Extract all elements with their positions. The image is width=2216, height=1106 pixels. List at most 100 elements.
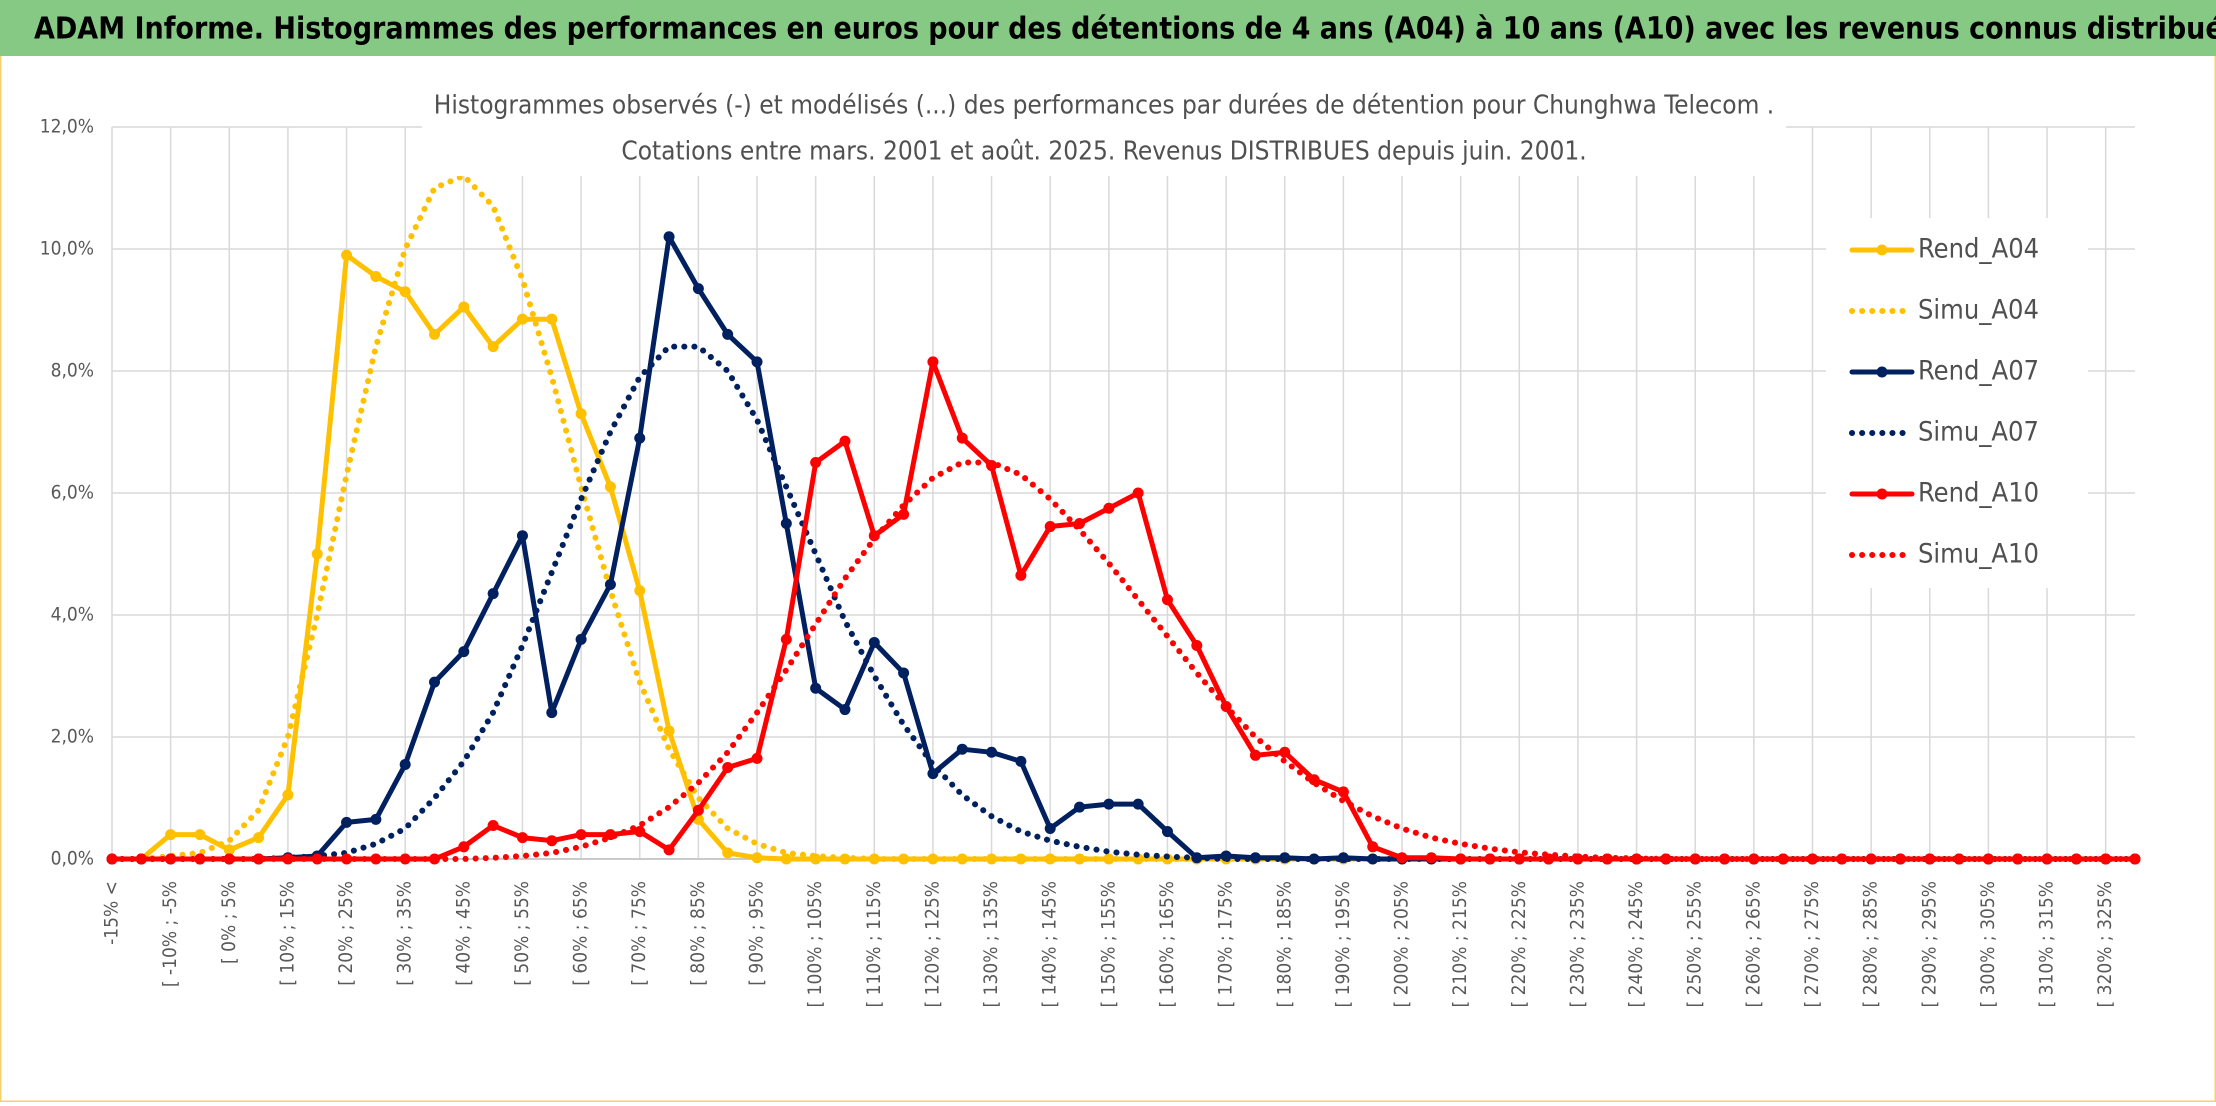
x-tick-label: [ 10% ; 15% (276, 881, 298, 986)
x-tick-label: [ 290% ; 295% (1918, 881, 1940, 1007)
data-point (341, 249, 353, 261)
x-tick-label: [ 0% ; 5% (218, 881, 240, 964)
data-point (546, 707, 558, 719)
data-point (1074, 853, 1086, 865)
data-point (1103, 502, 1115, 514)
header-bar (0, 0, 2216, 56)
data-point (898, 667, 910, 679)
y-tick-label: 12,0% (40, 116, 94, 138)
data-point (487, 819, 499, 831)
data-point (634, 585, 646, 597)
data-point (956, 743, 968, 755)
data-point (370, 270, 382, 282)
data-point (458, 841, 470, 853)
data-point (780, 518, 792, 529)
data-point (165, 829, 177, 841)
data-point (1044, 853, 1056, 865)
data-point (1132, 487, 1144, 499)
x-tick-label: [ 110% ; 115% (863, 881, 885, 1007)
data-point (927, 356, 939, 368)
data-point (1806, 853, 1818, 865)
x-tick-label: [ 160% ; 165% (1156, 881, 1178, 1007)
data-point (429, 676, 441, 688)
chart-subtitle: Cotations entre mars. 2001 et août. 2025… (621, 137, 1586, 167)
data-point (1513, 853, 1525, 865)
data-point (722, 847, 734, 859)
legend-label: Simu_A04 (1918, 295, 2039, 326)
data-point (1015, 569, 1027, 581)
data-point (810, 682, 822, 694)
data-point (956, 432, 968, 444)
data-point (253, 853, 265, 865)
x-tick-label: [ 170% ; 175% (1215, 881, 1237, 1007)
data-point (1191, 640, 1203, 651)
data-point (282, 853, 294, 865)
data-point (1161, 594, 1173, 606)
data-point (1103, 798, 1115, 810)
data-point (1074, 801, 1086, 813)
data-point (458, 301, 470, 313)
data-point (1249, 749, 1261, 761)
x-tick-label: [ 90% ; 95% (746, 881, 768, 986)
x-tick-label: -15% < (101, 881, 123, 945)
x-tick-label: [ -10% ; -5% (159, 881, 181, 987)
data-point (487, 588, 499, 600)
data-point (1455, 853, 1467, 865)
data-point (663, 725, 675, 737)
x-tick-label: [ 70% ; 75% (628, 881, 650, 986)
data-point (1132, 798, 1144, 810)
data-point (487, 341, 499, 353)
x-tick-label: [ 60% ; 65% (570, 881, 592, 986)
x-tick-label: [ 190% ; 195% (1332, 881, 1354, 1007)
legend-marker (1876, 366, 1888, 378)
data-point (839, 704, 851, 716)
data-point (458, 646, 470, 658)
data-point (692, 804, 704, 816)
y-tick-label: 0,0% (51, 848, 94, 870)
header-title: ADAM Informe. Histogrammes des performan… (34, 12, 2216, 47)
y-tick-label: 10,0% (40, 238, 94, 260)
x-tick-label: [ 250% ; 255% (1684, 881, 1706, 1007)
data-point (1015, 755, 1027, 767)
series-line (109, 459, 2138, 862)
x-tick-label: [ 210% ; 215% (1449, 881, 1471, 1007)
x-tick-label: [ 180% ; 185% (1273, 881, 1295, 1007)
legend-label: Rend_A10 (1918, 478, 2039, 509)
x-tick-label: [ 140% ; 145% (1039, 881, 1061, 1007)
chart-title: Histogrammes observés (-) et modélisés (… (434, 91, 1775, 121)
data-point (663, 844, 675, 856)
data-point (1836, 853, 1848, 865)
x-tick-label: [ 320% ; 325% (2094, 881, 2116, 1007)
legend: Rend_A04 Simu_A04 Rend_A07 Simu_A07 Rend_A10… (1849, 234, 2039, 570)
data-point (604, 579, 616, 590)
data-point (868, 636, 880, 648)
data-point (370, 813, 382, 825)
data-point (341, 816, 353, 828)
data-point (2100, 853, 2112, 865)
data-point (1367, 841, 1379, 853)
data-point (194, 829, 206, 841)
x-tick-label: [ 260% ; 265% (1742, 881, 1764, 1007)
series-line (109, 172, 2138, 862)
data-point (516, 313, 528, 325)
x-tick-label: [ 280% ; 285% (1860, 881, 1882, 1007)
data-point (1425, 852, 1437, 864)
legend-label: Simu_A10 (1918, 539, 2039, 570)
data-point (898, 508, 910, 520)
x-tick-label: [ 130% ; 135% (980, 881, 1002, 1007)
data-point (634, 826, 646, 838)
x-tick-label: [ 310% ; 315% (2036, 881, 2058, 1007)
data-point (1777, 853, 1789, 865)
data-point (1044, 521, 1056, 533)
data-point (399, 758, 411, 770)
data-point (1279, 746, 1291, 758)
data-point (751, 752, 763, 764)
y-tick-label: 4,0% (51, 604, 94, 626)
data-point (223, 844, 235, 856)
data-point (516, 832, 528, 844)
data-point (780, 853, 792, 865)
data-point (634, 432, 646, 444)
data-point (575, 633, 587, 645)
legend-label: Rend_A07 (1918, 356, 2039, 387)
